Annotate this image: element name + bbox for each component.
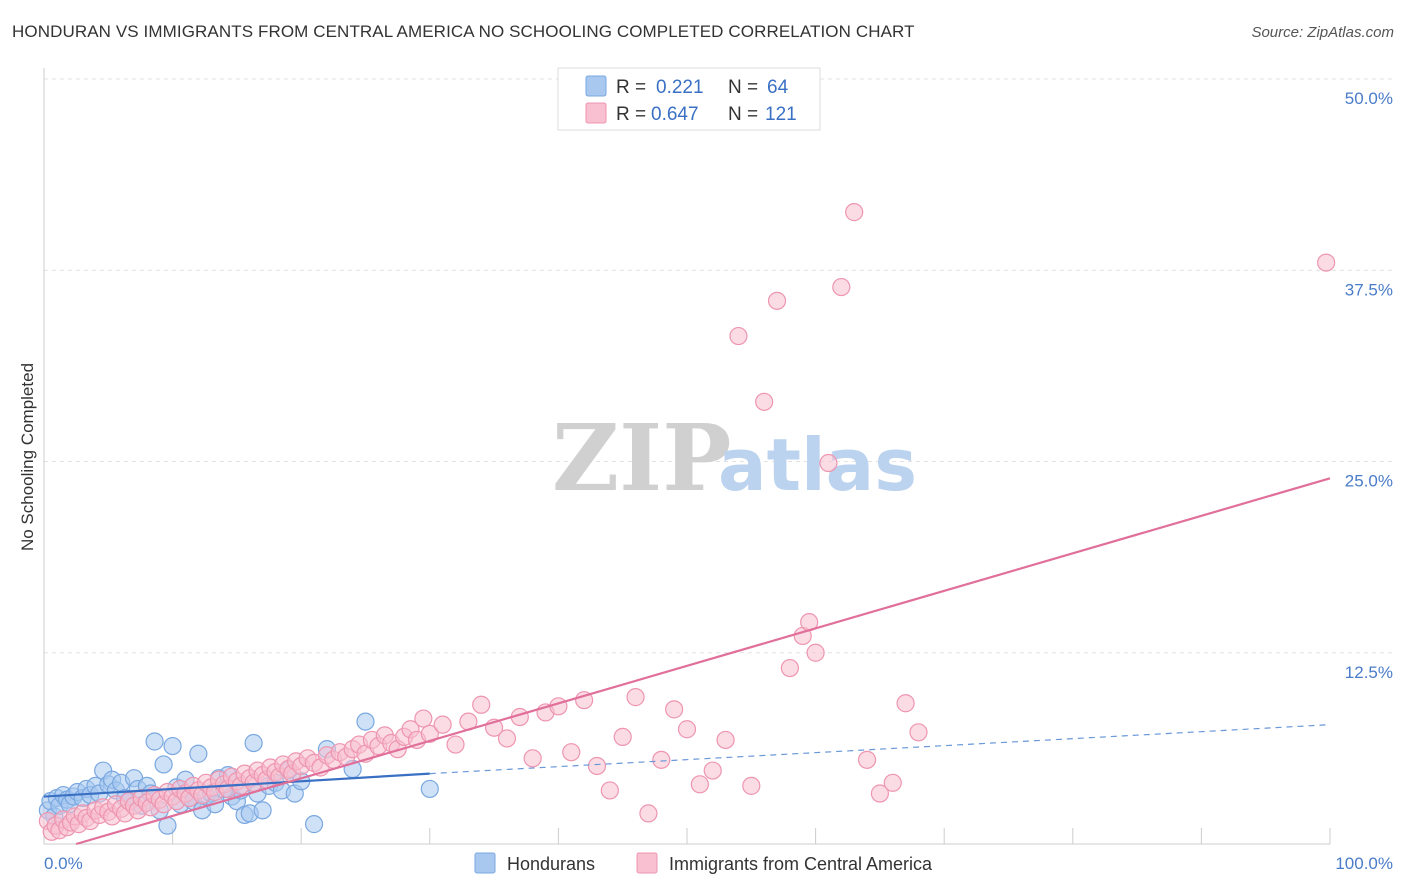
- watermark: ZIP atlas: [552, 404, 917, 512]
- point-series0-62: [356, 712, 375, 731]
- chart-title: HONDURAN VS IMMIGRANTS FROM CENTRAL AMER…: [12, 22, 915, 41]
- point-series1-82: [446, 735, 465, 754]
- point-series1-88: [523, 749, 542, 768]
- legend-n-label-1: N =: [728, 104, 758, 125]
- legend-n-value-1: 121: [765, 104, 797, 125]
- point-series1-115: [857, 750, 877, 769]
- point-series1-118: [896, 694, 915, 713]
- point-series1-95: [613, 727, 632, 747]
- watermark-atlas: atlas: [718, 423, 917, 507]
- point-series1-104: [729, 326, 748, 346]
- point-series1-92: [575, 691, 594, 710]
- point-series1-96: [626, 688, 645, 707]
- point-series1-108: [780, 658, 799, 678]
- point-series1-116: [870, 784, 890, 803]
- legend-box: R = 0.221 N = 64 R = 0.647 N = 121: [557, 67, 821, 131]
- y-tick-label-0: 12.5%: [1345, 663, 1393, 682]
- point-series1-105: [742, 776, 761, 795]
- point-series0-29: [154, 755, 173, 774]
- legend-n-label-0: N =: [728, 77, 758, 98]
- y-tick-label-1: 25.0%: [1345, 472, 1393, 491]
- point-series1-98: [652, 750, 671, 769]
- point-series1-100: [677, 720, 697, 739]
- legend-r-value-1: 0.647: [651, 104, 699, 125]
- trend-line-hondurans: [43, 772, 430, 798]
- point-series1-90: [549, 697, 568, 716]
- x-tick-label-1: 100.0%: [1335, 854, 1393, 873]
- point-series1-97: [639, 804, 658, 823]
- bottom-legend: Hondurans Immigrants from Central Americ…: [474, 852, 933, 874]
- point-series1-80: [420, 724, 439, 743]
- legend-r-label-1: R =: [616, 104, 646, 125]
- point-series1-111: [806, 643, 825, 662]
- point-series1-106: [755, 392, 774, 411]
- point-series1-103: [716, 730, 735, 750]
- trend-lines: [43, 477, 1331, 846]
- legend-swatch-hondurans: [585, 75, 607, 97]
- trend-line-immigrants: [75, 477, 1331, 846]
- trend-line-hondurans-extension: [429, 724, 1331, 775]
- x-tick-labels: 0.0% 100.0%: [44, 854, 1393, 873]
- point-series1-117: [883, 773, 902, 792]
- point-series0-50: [244, 733, 263, 753]
- point-series0-63: [420, 779, 439, 799]
- bottom-legend-swatch-hondurans: [474, 852, 496, 874]
- legend-r-label-0: R =: [616, 77, 646, 98]
- grid-lines: [44, 78, 1392, 654]
- point-series0-37: [189, 744, 208, 763]
- point-series1-102: [703, 761, 722, 780]
- source-label: Source: ZipAtlas.com: [1251, 24, 1394, 41]
- point-series1-99: [665, 700, 684, 719]
- point-series1-81: [433, 715, 452, 734]
- legend-swatch-immigrants: [585, 102, 607, 124]
- point-series0-52: [253, 801, 272, 820]
- point-series0-59: [304, 815, 324, 834]
- y-axis-label: No Schooling Completed: [18, 363, 37, 551]
- x-tick-label-0: 0.0%: [44, 854, 83, 873]
- watermark-zip: ZIP: [552, 404, 731, 512]
- point-series1-86: [497, 729, 517, 748]
- point-series1-120: [1317, 253, 1336, 272]
- bottom-legend-swatch-immigrants: [636, 852, 658, 874]
- y-tick-labels: 12.5% 25.0% 37.5% 50.0%: [1345, 89, 1393, 682]
- point-series1-113: [832, 277, 851, 297]
- bottom-legend-label-hondurans: Hondurans: [507, 854, 595, 874]
- point-series1-93: [587, 756, 607, 776]
- point-series1-84: [472, 695, 491, 714]
- point-series1-114: [845, 203, 864, 222]
- point-series1-112: [819, 453, 838, 473]
- legend-n-value-0: 64: [767, 77, 789, 98]
- legend-r-value-0: 0.221: [656, 77, 704, 98]
- point-series1-79: [414, 709, 433, 728]
- bottom-legend-label-immigrants: Immigrants from Central America: [669, 854, 933, 874]
- y-tick-label-3: 50.0%: [1345, 89, 1393, 108]
- y-tick-label-2: 37.5%: [1345, 280, 1393, 299]
- point-series1-94: [600, 781, 619, 800]
- point-series0-27: [145, 732, 164, 751]
- point-series0-31: [163, 736, 182, 756]
- point-series1-107: [767, 291, 787, 310]
- point-series1-101: [690, 775, 709, 794]
- series-immigrants-points: [38, 203, 1336, 841]
- point-series1-119: [909, 723, 928, 742]
- point-series1-91: [562, 743, 581, 762]
